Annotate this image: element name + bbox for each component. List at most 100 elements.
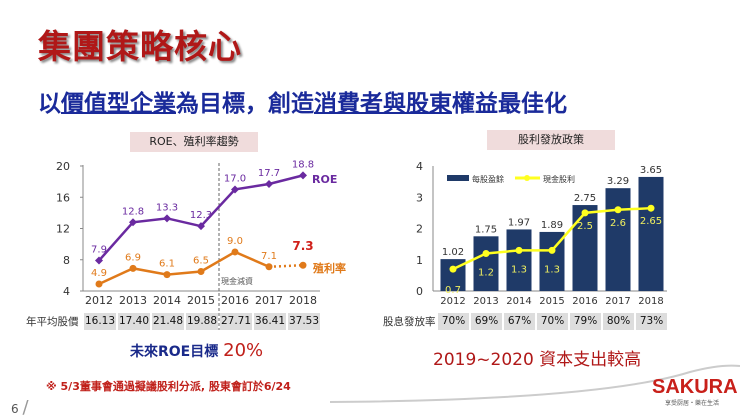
right-chart-title: 股利發放政策	[487, 130, 615, 150]
yield-point	[265, 263, 273, 271]
table-cell: 79%	[570, 313, 601, 330]
dividend-point	[581, 209, 589, 217]
x-tick-label: 2014	[506, 296, 531, 307]
payout-ratio-table: 70% 69% 67% 70% 79% 80% 73%	[438, 313, 667, 330]
table-cell: 67%	[504, 313, 535, 330]
yield-line-projected	[268, 263, 304, 269]
legend-dividend-label: 現金股利	[543, 174, 575, 184]
x-tick-label: 2012	[85, 294, 113, 307]
yield-series-label: 殖利率	[312, 261, 346, 275]
annotation: 現金減資	[221, 276, 253, 286]
roe-data-label: 7.9	[91, 245, 107, 256]
dividend-data-label: 2.6	[610, 218, 626, 229]
eps-bar	[572, 205, 598, 291]
yield-point	[197, 267, 205, 275]
dividend-point	[647, 204, 655, 212]
dividend-data-label: 1.3	[511, 264, 527, 275]
eps-bar	[506, 229, 532, 291]
eps-bar	[638, 176, 664, 291]
x-tick-label: 2015	[187, 294, 215, 307]
dividend-data-label: 2.65	[640, 216, 662, 227]
yield-data-label: 7.1	[261, 251, 277, 262]
roe-goal-label: 未來ROE目標	[130, 344, 219, 360]
roe-point	[299, 171, 307, 180]
table-cell: 17.40	[118, 313, 150, 330]
yield-point	[95, 280, 103, 288]
capex-note: 2019~2020 資本支出較高	[433, 350, 642, 370]
roe-point	[163, 214, 171, 223]
eps-data-label: 1.97	[508, 217, 530, 228]
logo-tagline: 享受厨居・樂在生活	[664, 400, 719, 407]
y-tick-label: 4	[63, 285, 70, 298]
yield-data-label: 6.9	[125, 252, 141, 263]
x-tick-label: 2018	[638, 296, 663, 307]
yield-data-label: 7.3	[292, 239, 313, 253]
x-tick-label: 2016	[221, 294, 249, 307]
subtitle-underlined: 價值型企業	[61, 91, 176, 117]
y-tick-label: 20	[56, 160, 70, 173]
dividend-point	[548, 246, 556, 254]
x-tick-label: 2017	[605, 296, 630, 307]
legend-eps-label: 每股盈餘	[472, 174, 504, 184]
table-cell: 16.13	[84, 313, 116, 330]
legend-dividend-marker	[524, 175, 530, 181]
dividend-data-label: 1.3	[544, 264, 560, 275]
x-tick-label: 2014	[153, 294, 181, 307]
subtitle-text: 以	[38, 91, 61, 117]
table-cell: 69%	[471, 313, 502, 330]
subtitle-text: 為目標，創造	[176, 91, 314, 117]
table-cell: 73%	[636, 313, 667, 330]
dividend-data-label: 2.5	[577, 221, 593, 232]
eps-data-label: 3.29	[607, 176, 629, 187]
yield-data-label: 6.1	[159, 259, 175, 270]
eps-bar	[605, 188, 631, 291]
dividend-data-label: 1.2	[478, 268, 494, 279]
yield-data-label: 6.5	[193, 255, 209, 266]
y-tick-label: 4	[416, 160, 423, 173]
roe-point	[129, 218, 137, 227]
table-cell: 80%	[603, 313, 634, 330]
table-cell: 21.48	[152, 313, 184, 330]
roe-goal-value: 20%	[223, 340, 264, 361]
x-tick-label: 2016	[572, 296, 597, 307]
roe-data-label: 18.8	[292, 159, 314, 170]
roe-data-label: 13.3	[156, 202, 178, 213]
eps-data-label: 3.65	[640, 165, 662, 176]
roe-point	[197, 222, 205, 231]
eps-data-label: 1.75	[475, 224, 497, 235]
roe-point	[265, 179, 273, 188]
slide-title: 集團策略核心	[38, 27, 242, 66]
roe-point	[95, 256, 103, 265]
dividend-point	[482, 250, 490, 257]
roe-goal: 未來ROE目標 20%	[130, 340, 263, 361]
table-cell: 37.53	[288, 313, 320, 330]
page-number-text: 6	[11, 402, 19, 416]
x-tick-label: 2013	[119, 294, 147, 307]
x-tick-label: 2012	[440, 296, 465, 307]
eps-bar	[473, 236, 499, 291]
x-tick-label: 2018	[289, 294, 317, 307]
subtitle-text: 權益最佳化	[452, 91, 567, 117]
subtitle-underlined: 消費者與股東	[314, 91, 452, 117]
sakura-logo: SAKURA	[652, 376, 738, 398]
y-tick-label: 2	[416, 223, 423, 236]
yield-point	[299, 261, 307, 269]
dividend-point	[515, 246, 523, 254]
y-tick-label: 16	[56, 191, 70, 204]
x-tick-label: 2015	[539, 296, 564, 307]
slide-subtitle: 以價值型企業為目標，創造消費者與股東權益最佳化	[38, 84, 567, 118]
yield-data-label: 9.0	[227, 236, 243, 247]
roe-series-label: ROE	[312, 173, 337, 186]
roe-data-label: 17.0	[224, 173, 246, 184]
dividend-point	[614, 206, 622, 214]
table-cell: 70%	[537, 313, 568, 330]
left-table-label: 年平均股價	[26, 316, 79, 328]
left-chart-title: ROE、殖利率趨勢	[130, 132, 258, 152]
yield-point	[163, 271, 171, 279]
table-cell: 70%	[438, 313, 469, 330]
y-tick-label: 3	[416, 191, 423, 204]
roe-data-label: 12.8	[122, 206, 144, 217]
y-tick-label: 1	[416, 254, 423, 267]
roe-point	[231, 185, 239, 194]
